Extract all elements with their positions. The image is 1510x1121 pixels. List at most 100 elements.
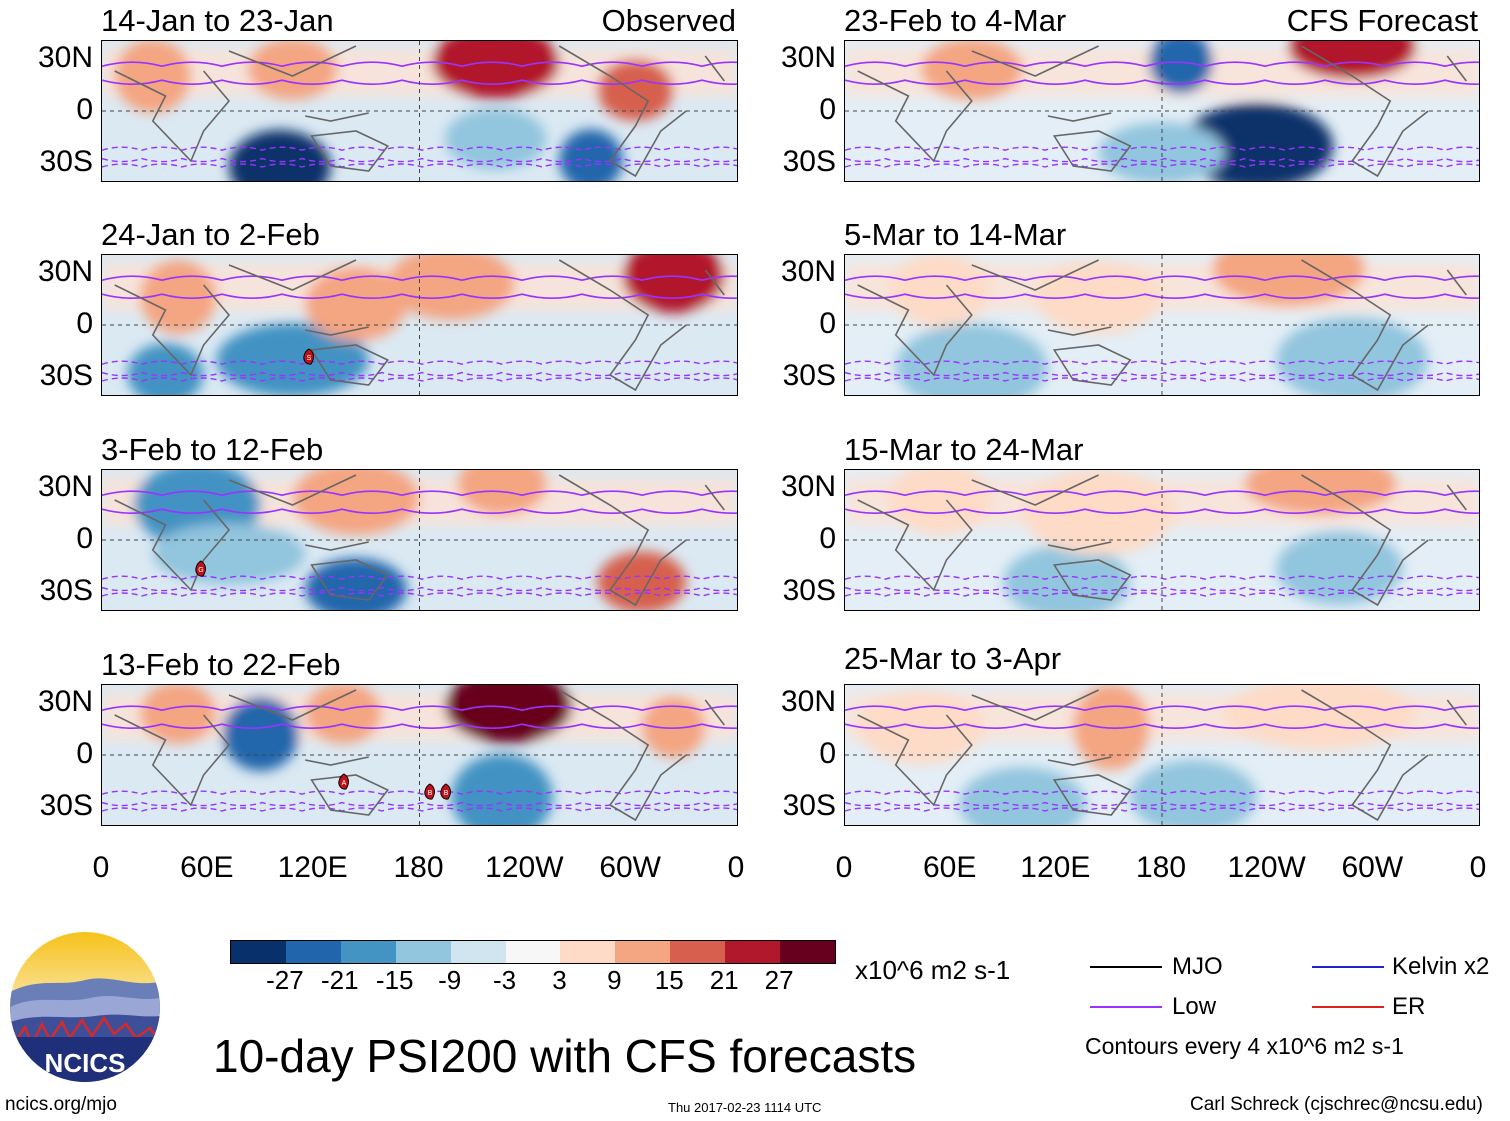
anomaly-blob	[921, 41, 1023, 100]
anomaly-blob	[432, 41, 560, 99]
longitude-label: 120E	[1020, 851, 1091, 884]
contour-line	[845, 360, 1479, 365]
colorbar-swatch	[231, 941, 286, 963]
contour-line	[845, 275, 1479, 282]
storm-marker-icon: G	[194, 560, 208, 578]
contour-line	[845, 801, 1479, 807]
panel-title: 15-Mar to 24-Mar	[844, 432, 1084, 467]
storm-marker-icon: B	[439, 783, 453, 801]
colorbar-tick: -27	[266, 965, 304, 995]
colorbar-swatch	[505, 941, 561, 963]
contour-line	[102, 377, 737, 382]
anomaly-blob	[1225, 685, 1416, 750]
contour-line	[102, 360, 737, 365]
longitude-label: 0	[727, 851, 745, 884]
storm-marker-icon: A	[337, 773, 351, 791]
colorbar-swatch	[560, 941, 616, 963]
coastline	[857, 259, 1467, 392]
legend-line-er	[1312, 1006, 1384, 1008]
psi200-map	[844, 469, 1480, 611]
longitude-label: 60W	[599, 851, 661, 884]
latitude-label: 30S	[39, 359, 93, 392]
latitude-label: 0	[76, 307, 93, 340]
panel-title: 24-Jan to 2-Feb	[101, 217, 320, 252]
colorbar-swatch	[615, 941, 671, 963]
legend-label-er: ER	[1392, 993, 1426, 1020]
forecast-label: CFS Forecast	[1286, 3, 1478, 38]
contour-line	[102, 705, 737, 712]
coastline	[114, 259, 725, 392]
colorbar-swatch	[395, 941, 451, 963]
anomaly-blob	[889, 255, 991, 327]
contour-line	[845, 61, 1479, 68]
contour-line	[102, 801, 737, 807]
anomaly-blob	[959, 767, 1086, 825]
coastline	[857, 45, 1467, 178]
contour-line	[102, 79, 737, 85]
latitude-label: 30S	[782, 574, 836, 607]
contour-line	[102, 592, 737, 597]
contour-line	[102, 371, 737, 377]
contour-line	[102, 146, 737, 151]
anomaly-blob	[597, 59, 674, 121]
anomaly-blob	[622, 255, 725, 313]
anomaly-blob	[1098, 122, 1226, 181]
latitude-label: 0	[76, 737, 93, 770]
psi200-map	[101, 684, 738, 826]
contour-line	[845, 79, 1479, 85]
coastline	[114, 689, 725, 822]
latitude-label: 30S	[782, 145, 836, 178]
anomaly-blob	[216, 323, 369, 395]
latitude-label: 30S	[39, 574, 93, 607]
anomaly-blob	[1276, 531, 1403, 605]
timestamp: Thu 2017-02-23 1114 UTC	[668, 1100, 822, 1115]
latitude-label: 30S	[782, 789, 836, 822]
psi200-map	[101, 40, 738, 182]
latitude-label: 30N	[780, 470, 836, 503]
psi200-map	[844, 254, 1480, 396]
anomaly-blob	[889, 470, 991, 535]
colorbar-tick: 9	[607, 965, 622, 995]
ncics-logo: NCICS	[10, 932, 160, 1082]
contour-line	[845, 586, 1479, 592]
panel-title: 13-Feb to 22-Feb	[101, 647, 341, 682]
storm-label: S	[307, 355, 312, 362]
longitude-label: 60E	[922, 851, 977, 884]
legend-line-kelvin	[1312, 966, 1384, 968]
logo-text: NCICS	[45, 1048, 126, 1078]
contour-line	[102, 508, 737, 514]
storm-marker-icon: B	[423, 783, 437, 801]
latitude-label: 0	[819, 522, 836, 555]
colorbar-swatch	[670, 941, 726, 963]
contour-line	[845, 592, 1479, 597]
legend-line-mjo	[1090, 966, 1162, 968]
longitude-label: 60E	[180, 851, 234, 884]
contour-line	[845, 807, 1479, 812]
latitude-label: 0	[819, 93, 836, 126]
latitude-label: 30N	[37, 685, 93, 718]
storm-label: A	[342, 780, 347, 787]
longitude-label: 0	[92, 851, 110, 884]
anomaly-blob	[1244, 470, 1397, 515]
contour-line	[102, 61, 737, 68]
website-link[interactable]: ncics.org/mjo	[5, 1094, 117, 1115]
longitude-label: 0	[835, 851, 853, 884]
latitude-label: 30N	[37, 255, 93, 288]
panel-title: 25-Mar to 3-Apr	[844, 641, 1062, 676]
longitude-label: 60W	[1341, 851, 1404, 884]
contour-line	[102, 586, 737, 592]
coastline	[857, 474, 1467, 607]
contour-line	[102, 790, 737, 795]
author-credit: Carl Schreck (cjschrec@ncsu.edu)	[1190, 1094, 1483, 1115]
contour-line	[845, 163, 1479, 168]
panel-title: 5-Mar to 14-Mar	[844, 217, 1067, 252]
contour-line	[845, 508, 1479, 514]
anomaly-blob	[1149, 41, 1213, 93]
latitude-label: 0	[819, 737, 836, 770]
anomaly-blob	[444, 685, 572, 743]
contour-line	[102, 163, 737, 168]
anomaly-blob	[152, 523, 306, 585]
anomaly-blob	[641, 696, 706, 758]
psi200-map	[101, 469, 738, 611]
colorbar-tick: 15	[654, 965, 684, 995]
